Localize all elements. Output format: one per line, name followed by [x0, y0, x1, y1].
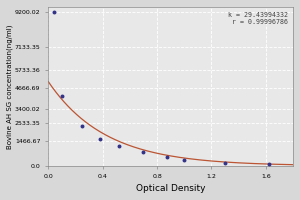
- Text: k = 29.43994332
r = 0.99996786: k = 29.43994332 r = 0.99996786: [228, 12, 288, 25]
- Point: [52, 10, 57, 14]
- Point: [98, 137, 102, 141]
- Point: [266, 162, 271, 165]
- Y-axis label: Bovine AH SG concentration(ng/ml): Bovine AH SG concentration(ng/ml): [7, 24, 14, 149]
- Point: [223, 161, 227, 164]
- Point: [182, 158, 187, 161]
- Point: [117, 144, 122, 147]
- X-axis label: Optical Density: Optical Density: [136, 184, 206, 193]
- Point: [59, 94, 64, 97]
- Point: [164, 155, 169, 158]
- Point: [80, 124, 85, 127]
- Point: [141, 150, 146, 153]
